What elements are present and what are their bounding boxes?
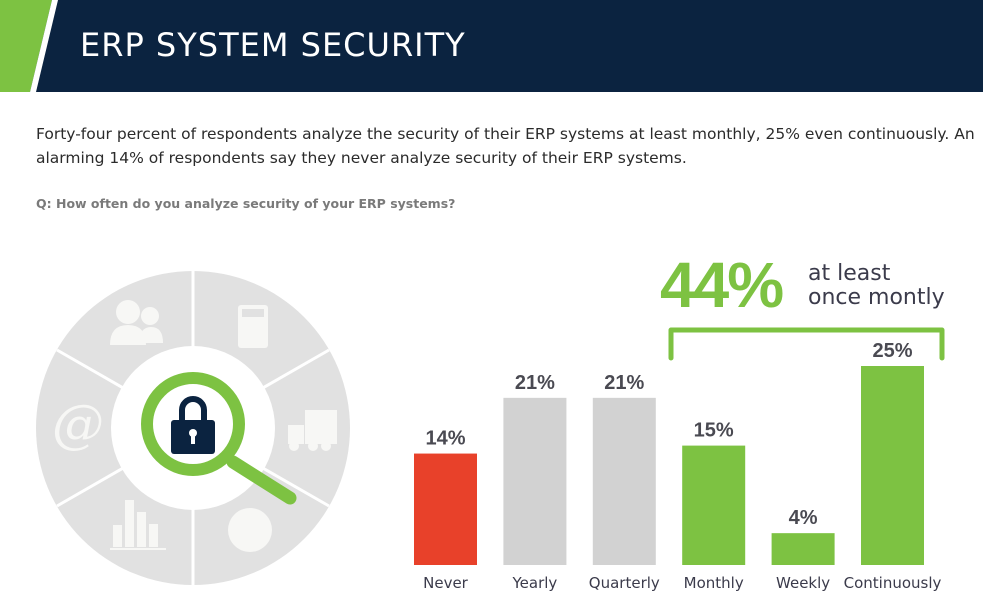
category-label: Continuously xyxy=(844,574,942,592)
bar-never xyxy=(414,453,477,565)
data-label: 4% xyxy=(789,507,818,529)
category-label: Quarterly xyxy=(589,574,660,592)
bar-monthly xyxy=(682,445,746,565)
bar-quarterly xyxy=(592,397,656,565)
highlight-line1: at least xyxy=(808,261,891,286)
bar-weekly xyxy=(771,533,835,565)
truck-icon xyxy=(288,410,337,451)
data-label: 21% xyxy=(604,372,644,394)
header-banner xyxy=(0,0,983,92)
highlight-value: 44% xyxy=(660,249,784,321)
data-label: 25% xyxy=(872,340,912,362)
survey-question: Q: How often do you analyze security of … xyxy=(36,196,456,211)
users-icon xyxy=(110,300,163,345)
at-sign-icon: @ xyxy=(52,395,104,455)
intro-text: Forty-four percent of respondents analyz… xyxy=(36,125,975,167)
data-label: 15% xyxy=(694,420,734,442)
category-label: Never xyxy=(423,574,469,592)
category-label: Weekly xyxy=(776,574,830,592)
highlight-text: at least once montly xyxy=(808,262,945,310)
page-title: ERP SYSTEM SECURITY xyxy=(80,26,466,64)
data-label: 14% xyxy=(425,428,465,450)
illustration-wheel: @ xyxy=(36,271,350,585)
data-label: 21% xyxy=(515,372,555,394)
highlight-line2: once montly xyxy=(808,285,945,310)
bar-yearly xyxy=(503,397,567,565)
magnifier-lock-icon xyxy=(141,372,297,505)
bar-chart-icon xyxy=(110,500,166,550)
bar-continuously xyxy=(861,366,924,565)
calculator-icon xyxy=(238,305,268,348)
category-label: Monthly xyxy=(684,574,744,592)
pie-chart-icon xyxy=(228,508,272,552)
bracket xyxy=(668,327,945,361)
category-label: Yearly xyxy=(511,574,557,592)
